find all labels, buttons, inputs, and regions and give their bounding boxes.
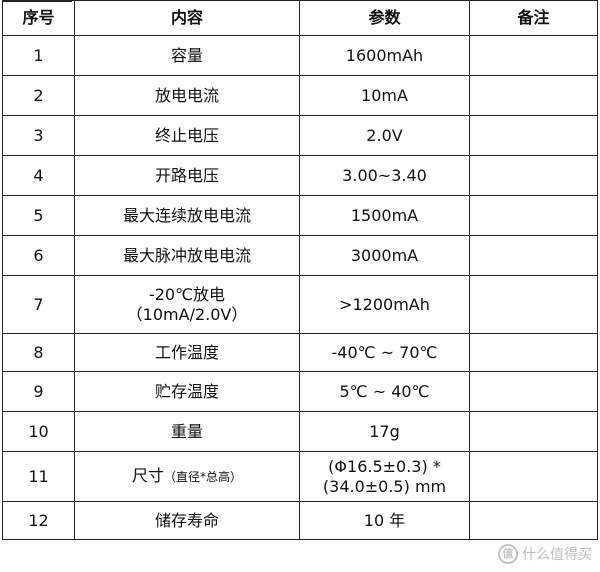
table-row: 3 终止电压 2.0V bbox=[2, 115, 598, 156]
watermark: 值 什么值得买 bbox=[498, 544, 592, 564]
row-number: 5 bbox=[2, 195, 75, 236]
table-row: 12 储存寿命 10 年 bbox=[2, 501, 598, 540]
row-remark bbox=[469, 75, 598, 116]
row-value: 1600mAh bbox=[299, 35, 470, 76]
item-label: -20℃放电 bbox=[148, 284, 226, 304]
spec-table: 序号 内容 参数 备注 1 容量 1600mAh 2 放电电流 10mA 3 终止电压 2.0V… bbox=[2, 0, 598, 540]
item-label: 重量 bbox=[170, 421, 203, 441]
table-row: 7 -20℃放电 （10mA/2.0V） >1200mAh bbox=[2, 275, 598, 334]
zhi-logo-icon: 值 bbox=[498, 544, 518, 564]
row-number: 9 bbox=[2, 371, 75, 412]
row-item: 最大连续放电电流 bbox=[74, 195, 300, 236]
table-row: 2 放电电流 10mA bbox=[2, 75, 598, 116]
item-label: 终止电压 bbox=[154, 125, 219, 145]
table-row: 10 重量 17g bbox=[2, 411, 598, 452]
row-number: 12 bbox=[2, 501, 75, 540]
row-value: 10 年 bbox=[299, 501, 470, 540]
row-item: 开路电压 bbox=[74, 155, 300, 196]
row-number: 4 bbox=[2, 155, 75, 196]
row-value: 2.0V bbox=[299, 115, 470, 156]
header-param: 参数 bbox=[299, 0, 470, 36]
table-row: 6 最大脉冲放电电流 3000mA bbox=[2, 235, 598, 276]
row-remark bbox=[469, 195, 598, 236]
row-number: 3 bbox=[2, 115, 75, 156]
table-row: 11 尺寸（直径*总高） (Φ16.5±0.3) * (34.0±0.5) mm bbox=[2, 451, 598, 502]
row-value: >1200mAh bbox=[299, 275, 470, 334]
row-item: 放电电流 bbox=[74, 75, 300, 116]
item-note: （直径*总高） bbox=[164, 470, 243, 484]
row-number: 10 bbox=[2, 411, 75, 452]
table-row: 8 工作温度 -40℃ ~ 70℃ bbox=[2, 333, 598, 372]
row-value: (Φ16.5±0.3) * (34.0±0.5) mm bbox=[299, 451, 470, 502]
row-remark bbox=[469, 115, 598, 156]
row-item: 最大脉冲放电电流 bbox=[74, 235, 300, 276]
row-item: 尺寸（直径*总高） bbox=[74, 451, 300, 502]
row-remark bbox=[469, 155, 598, 196]
item-label: 容量 bbox=[170, 45, 203, 65]
row-remark bbox=[469, 275, 598, 334]
item-label: 贮存温度 bbox=[154, 381, 219, 401]
item-label: 工作温度 bbox=[154, 342, 219, 362]
row-value: 3.00~3.40 bbox=[299, 155, 470, 196]
watermark-text: 什么值得买 bbox=[522, 547, 592, 563]
row-item: -20℃放电 （10mA/2.0V） bbox=[74, 275, 300, 334]
row-value: 10mA bbox=[299, 75, 470, 116]
row-remark bbox=[469, 35, 598, 76]
row-value: 3000mA bbox=[299, 235, 470, 276]
header-row: 序号 内容 参数 备注 bbox=[2, 0, 598, 36]
row-number: 8 bbox=[2, 333, 75, 372]
item-label: 尺寸 bbox=[131, 466, 164, 485]
header-no: 序号 bbox=[2, 0, 75, 36]
row-number: 1 bbox=[2, 35, 75, 76]
item-label: 最大脉冲放电电流 bbox=[122, 245, 251, 265]
row-remark bbox=[469, 451, 598, 502]
row-number: 11 bbox=[2, 451, 75, 502]
item-label-line2: （10mA/2.0V） bbox=[126, 304, 248, 324]
row-remark bbox=[469, 333, 598, 372]
row-item: 储存寿命 bbox=[74, 501, 300, 540]
row-number: 2 bbox=[2, 75, 75, 116]
row-item: 贮存温度 bbox=[74, 371, 300, 412]
row-item: 终止电压 bbox=[74, 115, 300, 156]
table-row: 9 贮存温度 5℃ ~ 40℃ bbox=[2, 371, 598, 412]
table-row: 1 容量 1600mAh bbox=[2, 35, 598, 76]
item-label: 放电电流 bbox=[154, 85, 219, 105]
row-value: -40℃ ~ 70℃ bbox=[299, 333, 470, 372]
row-item: 工作温度 bbox=[74, 333, 300, 372]
header-content: 内容 bbox=[74, 0, 300, 36]
row-remark bbox=[469, 411, 598, 452]
table-row: 4 开路电压 3.00~3.40 bbox=[2, 155, 598, 196]
row-item: 重量 bbox=[74, 411, 300, 452]
row-value: 1500mA bbox=[299, 195, 470, 236]
item-label: 开路电压 bbox=[154, 165, 219, 185]
item-label: 最大连续放电电流 bbox=[122, 205, 251, 225]
row-item: 容量 bbox=[74, 35, 300, 76]
row-value: 5℃ ~ 40℃ bbox=[299, 371, 470, 412]
row-remark bbox=[469, 501, 598, 540]
item-label: 储存寿命 bbox=[154, 510, 219, 530]
row-number: 7 bbox=[2, 275, 75, 334]
table-row: 5 最大连续放电电流 1500mA bbox=[2, 195, 598, 236]
row-remark bbox=[469, 235, 598, 276]
row-remark bbox=[469, 371, 598, 412]
row-number: 6 bbox=[2, 235, 75, 276]
header-remark: 备注 bbox=[469, 0, 598, 36]
row-value: 17g bbox=[299, 411, 470, 452]
